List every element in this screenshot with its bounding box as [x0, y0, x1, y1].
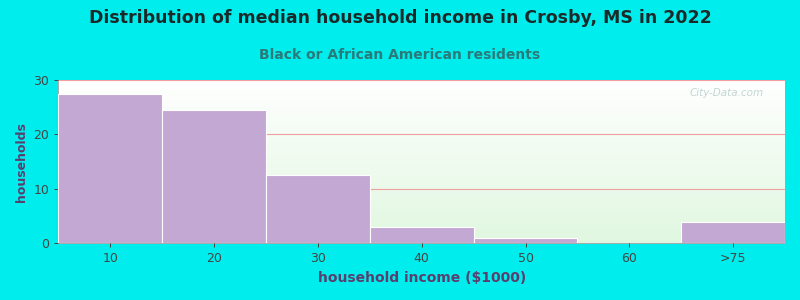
Bar [474, 238, 578, 243]
X-axis label: household income ($1000): household income ($1000) [318, 271, 526, 285]
Bar [266, 175, 370, 243]
Text: Black or African American residents: Black or African American residents [259, 48, 541, 62]
Bar [162, 110, 266, 243]
Bar [682, 222, 785, 243]
Bar [370, 227, 474, 243]
Y-axis label: households: households [15, 122, 28, 202]
Text: Distribution of median household income in Crosby, MS in 2022: Distribution of median household income … [89, 9, 711, 27]
Bar [58, 94, 162, 243]
Text: City-Data.com: City-Data.com [689, 88, 763, 98]
